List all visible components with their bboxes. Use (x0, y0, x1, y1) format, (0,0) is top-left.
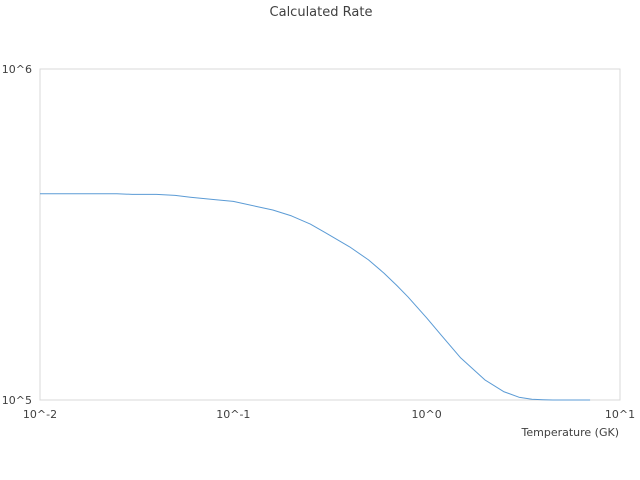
x-axis-label: Temperature (GK) (521, 426, 620, 439)
x-tick-label: 10^-1 (216, 408, 250, 421)
x-tick-label: 10^-2 (23, 408, 57, 421)
y-tick-label: 10^6 (2, 63, 32, 76)
chart-title: Calculated Rate (270, 5, 373, 20)
x-tick-label: 10^0 (412, 408, 442, 421)
y-axis-ticks: 10^5 10^6 (2, 63, 32, 407)
series-layer (40, 193, 591, 401)
y-tick-label: 10^5 (2, 394, 32, 407)
plot-area (39, 68, 621, 401)
series-line (40, 193, 591, 401)
x-tick-label: 10^1 (605, 408, 635, 421)
x-axis-ticks: 10^-2 10^-1 10^0 10^1 (23, 408, 635, 421)
